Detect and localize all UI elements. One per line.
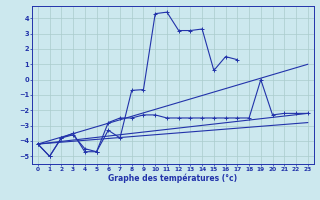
X-axis label: Graphe des températures (°c): Graphe des températures (°c) [108,174,237,183]
